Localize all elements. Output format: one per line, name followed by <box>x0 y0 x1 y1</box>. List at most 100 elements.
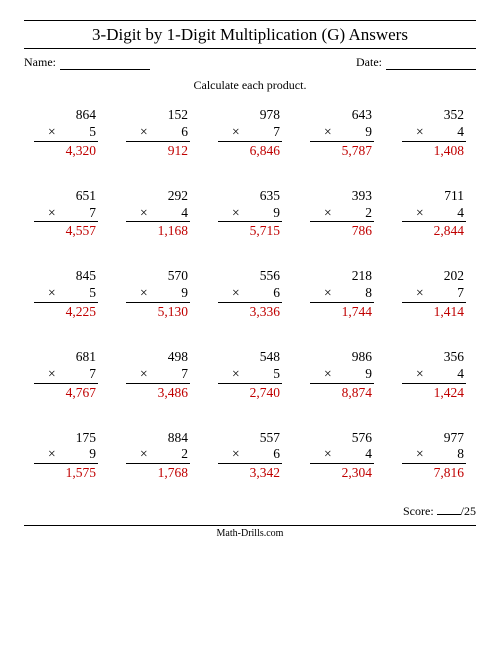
multiplicand: 845 <box>34 268 98 285</box>
multiplier-row: ×4 <box>402 366 466 384</box>
instruction: Calculate each product. <box>24 78 476 93</box>
score-row: Score: /25 <box>24 504 476 519</box>
problem: 884×21,768 <box>126 430 190 483</box>
multiplicand: 884 <box>126 430 190 447</box>
multiplier-row: ×8 <box>310 285 374 303</box>
multiplicand: 635 <box>218 188 282 205</box>
problem: 218×81,744 <box>310 268 374 321</box>
problem: 175×91,575 <box>34 430 98 483</box>
answer: 2,740 <box>218 384 282 402</box>
problem: 556×63,336 <box>218 268 282 321</box>
multiplier-row: ×4 <box>310 446 374 464</box>
answer: 7,816 <box>402 464 466 482</box>
score-label: Score: <box>403 504 434 518</box>
multiplicand: 152 <box>126 107 190 124</box>
mult-sign: × <box>126 366 148 383</box>
mult-sign: × <box>402 366 424 383</box>
multiplicand: 986 <box>310 349 374 366</box>
multiplicand: 576 <box>310 430 374 447</box>
answer: 786 <box>310 222 374 240</box>
answer: 4,557 <box>34 222 98 240</box>
problem: 393×2786 <box>310 188 374 241</box>
multiplicand: 292 <box>126 188 190 205</box>
problem: 864×54,320 <box>34 107 98 160</box>
answer: 5,787 <box>310 142 374 160</box>
multiplier-row: ×8 <box>402 446 466 464</box>
multiplier-row: ×6 <box>218 285 282 303</box>
answer: 1,414 <box>402 303 466 321</box>
mult-sign: × <box>310 446 332 463</box>
footer-rule <box>24 525 476 526</box>
problem: 557×63,342 <box>218 430 282 483</box>
multiplier-row: ×4 <box>402 205 466 223</box>
multiplicand: 977 <box>402 430 466 447</box>
multiplicand: 352 <box>402 107 466 124</box>
multiplicand: 864 <box>34 107 98 124</box>
answer: 1,168 <box>126 222 190 240</box>
score-total: /25 <box>461 504 476 518</box>
mult-sign: × <box>310 124 332 141</box>
answer: 6,846 <box>218 142 282 160</box>
problem: 576×42,304 <box>310 430 374 483</box>
mult-sign: × <box>310 366 332 383</box>
name-blank <box>60 69 150 70</box>
multiplier-row: ×7 <box>218 124 282 142</box>
mult-sign: × <box>402 124 424 141</box>
mult-sign: × <box>310 285 332 302</box>
mult-sign: × <box>34 285 56 302</box>
multiplier-row: ×9 <box>310 366 374 384</box>
problem: 681×74,767 <box>34 349 98 402</box>
date-blank <box>386 69 476 70</box>
answer: 2,304 <box>310 464 374 482</box>
multiplicand: 570 <box>126 268 190 285</box>
multiplier-row: ×5 <box>34 285 98 303</box>
multiplier-row: ×7 <box>34 205 98 223</box>
date-label: Date: <box>356 55 382 69</box>
multiplicand: 202 <box>402 268 466 285</box>
multiplier-row: ×7 <box>126 366 190 384</box>
multiplicand: 175 <box>34 430 98 447</box>
mult-sign: × <box>34 446 56 463</box>
answer: 1,744 <box>310 303 374 321</box>
answer: 4,320 <box>34 142 98 160</box>
multiplier-row: ×7 <box>34 366 98 384</box>
multiplier-row: ×9 <box>218 205 282 223</box>
multiplicand: 978 <box>218 107 282 124</box>
problem: 845×54,225 <box>34 268 98 321</box>
answer: 5,130 <box>126 303 190 321</box>
answer: 8,874 <box>310 384 374 402</box>
multiplicand: 548 <box>218 349 282 366</box>
mult-sign: × <box>34 366 56 383</box>
top-rule <box>24 20 476 21</box>
multiplicand: 681 <box>34 349 98 366</box>
mult-sign: × <box>218 205 240 222</box>
answer: 3,336 <box>218 303 282 321</box>
mult-sign: × <box>218 285 240 302</box>
answer: 3,342 <box>218 464 282 482</box>
multiplier-row: ×6 <box>218 446 282 464</box>
multiplier-row: ×7 <box>402 285 466 303</box>
mult-sign: × <box>126 205 148 222</box>
problem: 352×41,408 <box>402 107 466 160</box>
multiplier-row: ×2 <box>126 446 190 464</box>
multiplier-row: ×6 <box>126 124 190 142</box>
problem-grid: 864×54,320152×6912978×76,846643×95,78735… <box>24 107 476 482</box>
mult-sign: × <box>402 446 424 463</box>
multiplicand: 218 <box>310 268 374 285</box>
problem: 986×98,874 <box>310 349 374 402</box>
multiplier-row: ×4 <box>402 124 466 142</box>
mult-sign: × <box>402 285 424 302</box>
score-blank <box>437 514 461 515</box>
problem: 977×87,816 <box>402 430 466 483</box>
mult-sign: × <box>126 285 148 302</box>
problem: 498×73,486 <box>126 349 190 402</box>
multiplier-row: ×9 <box>126 285 190 303</box>
mult-sign: × <box>218 446 240 463</box>
multiplicand: 556 <box>218 268 282 285</box>
answer: 1,768 <box>126 464 190 482</box>
name-label: Name: <box>24 55 56 69</box>
mult-sign: × <box>126 446 148 463</box>
multiplicand: 711 <box>402 188 466 205</box>
multiplicand: 643 <box>310 107 374 124</box>
problem: 548×52,740 <box>218 349 282 402</box>
